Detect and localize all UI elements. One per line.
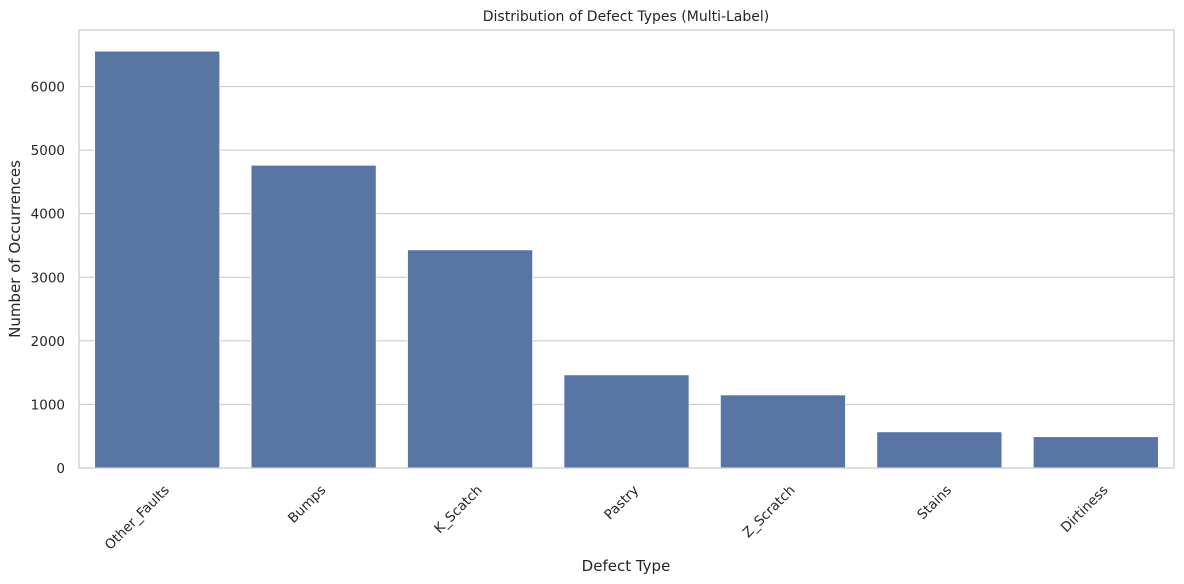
y-tick-label: 2000 <box>31 334 65 350</box>
x-tick-label: Pastry <box>601 482 642 523</box>
x-tick-labels: Other_Faults Bumps K_Scatch Pastry Z_Scratch… <box>102 482 1112 553</box>
bars <box>94 50 1159 469</box>
bar-stains <box>876 431 1003 469</box>
x-tick-label: Z_Scratch <box>740 482 799 541</box>
x-axis-label: Defect Type <box>582 557 671 575</box>
chart-title: Distribution of Defect Types (Multi-Labe… <box>483 9 770 25</box>
bar-z-scratch <box>719 394 846 469</box>
y-tick-label: 4000 <box>31 207 65 223</box>
x-tick-label: Other_Faults <box>102 482 173 553</box>
bar-dirtiness <box>1032 436 1159 469</box>
bar-pastry <box>563 374 690 469</box>
x-tick-label: Stains <box>914 482 955 523</box>
x-tick-label: Bumps <box>285 482 329 526</box>
y-tick-label: 5000 <box>31 143 65 159</box>
x-tick-label: K_Scatch <box>431 482 486 537</box>
bar-other-faults <box>94 50 221 469</box>
y-tick-label: 3000 <box>31 270 65 286</box>
bar-bumps <box>250 164 377 469</box>
y-tick-label: 6000 <box>31 80 65 96</box>
y-tick-label: 0 <box>56 461 65 477</box>
plot-frame <box>78 29 1175 469</box>
bar-k-scatch <box>407 249 534 469</box>
y-tick-label: 1000 <box>31 397 65 413</box>
y-tick-labels: 0 1000 2000 3000 4000 5000 6000 <box>31 80 65 477</box>
x-tick-label: Dirtiness <box>1058 482 1112 536</box>
y-axis-label: Number of Occurrences <box>6 160 24 338</box>
